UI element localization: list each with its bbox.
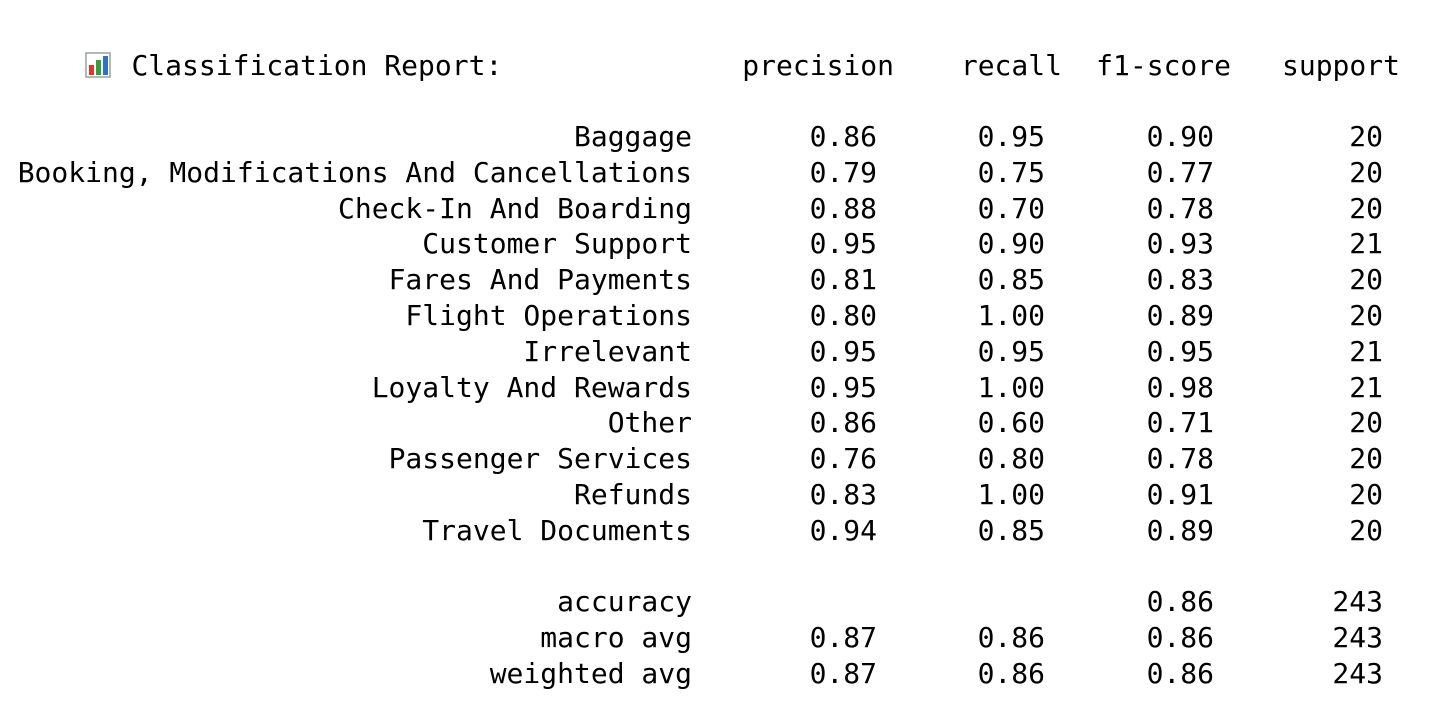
row-label: Travel Documents	[422, 513, 692, 547]
table-row: Refunds 0.83 1.00 0.91 20	[0, 477, 1444, 513]
f1-score-value: 0.78	[1146, 442, 1214, 476]
support-value: 20	[1349, 513, 1383, 547]
recall-value: 0.60	[977, 406, 1045, 440]
f1-score-value: 0.89	[1146, 299, 1214, 332]
f1-score-value: 0.95	[1146, 334, 1214, 368]
row-label: Passenger Services	[388, 442, 692, 476]
row-label: Loyalty And Rewards	[371, 370, 692, 404]
support-value: 20	[1349, 406, 1383, 440]
row-label: Other	[607, 406, 692, 440]
recall-value: 0.90	[977, 227, 1045, 261]
f1-score-value: 0.98	[1146, 370, 1214, 404]
header-f1-score: f1-score	[1096, 49, 1231, 82]
summary-row: weighted avg 0.87 0.86 0.86 243	[0, 656, 1444, 692]
f1-score-value: 0.86	[1146, 585, 1214, 618]
precision-value: 0.94	[809, 513, 877, 547]
table-row: Flight Operations 0.80 1.00 0.89 20	[0, 298, 1444, 334]
support-value: 20	[1349, 442, 1383, 476]
precision-value: 0.95	[809, 370, 877, 404]
recall-value: 0.86	[977, 656, 1045, 690]
row-label: Customer Support	[422, 227, 692, 261]
recall-value: 0.85	[977, 513, 1045, 547]
row-label: Booking, Modifications And Cancellations	[17, 155, 692, 189]
table-row: Passenger Services 0.76 0.80 0.78 20	[0, 441, 1444, 477]
row-label: weighted avg	[489, 656, 692, 690]
precision-value: 0.87	[809, 656, 877, 690]
f1-score-value: 0.89	[1146, 513, 1214, 547]
precision-value: 0.83	[809, 478, 877, 511]
f1-score-value: 0.86	[1146, 656, 1214, 690]
row-label: Irrelevant	[523, 334, 692, 368]
header-precision: precision	[742, 49, 894, 82]
support-value: 243	[1332, 585, 1383, 618]
support-value: 243	[1332, 620, 1383, 654]
table-row: Fares And Payments 0.81 0.85 0.83 20	[0, 262, 1444, 298]
recall-value: 1.00	[977, 478, 1045, 511]
row-label: Refunds	[573, 478, 692, 511]
summary-row: accuracy 0.86 243	[0, 584, 1444, 620]
precision-value: 0.95	[809, 227, 877, 261]
recall-value: 1.00	[977, 370, 1045, 404]
table-row: Loyalty And Rewards 0.95 1.00 0.98 21	[0, 370, 1444, 406]
f1-score-value: 0.77	[1146, 155, 1214, 189]
report-title: Classification Report:	[131, 49, 503, 82]
recall-value: 0.85	[977, 263, 1045, 297]
support-value: 21	[1349, 370, 1383, 404]
bar-chart-icon	[85, 52, 112, 78]
row-label: accuracy	[557, 585, 692, 618]
table-row: Irrelevant 0.95 0.95 0.95 21	[0, 334, 1444, 370]
recall-value: 0.75	[977, 155, 1045, 189]
f1-score-value: 0.90	[1146, 120, 1214, 153]
support-value: 243	[1332, 656, 1383, 690]
table-row: Other 0.86 0.60 0.71 20	[0, 405, 1444, 441]
support-value: 20	[1349, 299, 1383, 332]
precision-value: 0.76	[809, 442, 877, 476]
row-label: Flight Operations	[405, 299, 692, 332]
table-row: Check-In And Boarding 0.88 0.70 0.78 20	[0, 191, 1444, 227]
table-row: Booking, Modifications And Cancellations…	[0, 155, 1444, 191]
recall-value: 1.00	[977, 299, 1045, 332]
header-support: support	[1281, 49, 1400, 82]
support-value: 21	[1349, 334, 1383, 368]
summary-row: macro avg 0.87 0.86 0.86 243	[0, 620, 1444, 656]
recall-value: 0.70	[977, 191, 1045, 225]
support-value: 20	[1349, 155, 1383, 189]
table-row: Customer Support 0.95 0.90 0.93 21	[0, 226, 1444, 262]
recall-value: 0.95	[977, 334, 1045, 368]
recall-value: 0.80	[977, 442, 1045, 476]
f1-score-value: 0.83	[1146, 263, 1214, 297]
recall-value: 0.95	[977, 120, 1045, 153]
row-label: macro avg	[540, 620, 692, 654]
support-value: 20	[1349, 191, 1383, 225]
recall-value: 0.86	[977, 620, 1045, 654]
precision-value: 0.80	[809, 299, 877, 332]
f1-score-value: 0.78	[1146, 191, 1214, 225]
table-row: Baggage 0.86 0.95 0.90 20	[0, 119, 1444, 155]
f1-score-value: 0.71	[1146, 406, 1214, 440]
row-label: Baggage	[573, 120, 692, 153]
support-value: 20	[1349, 120, 1383, 153]
precision-value: 0.86	[809, 120, 877, 153]
support-value: 20	[1349, 478, 1383, 511]
support-value: 21	[1349, 227, 1383, 261]
precision-value: 0.86	[809, 406, 877, 440]
row-label: Check-In And Boarding	[337, 191, 692, 225]
f1-score-value: 0.91	[1146, 478, 1214, 511]
row-label: Fares And Payments	[388, 263, 692, 297]
report-title-line: Classification Report:	[18, 12, 502, 82]
precision-value: 0.87	[809, 620, 877, 654]
precision-value: 0.95	[809, 334, 877, 368]
precision-value: 0.81	[809, 263, 877, 297]
header-row: precision recall f1-score support	[0, 48, 1444, 84]
precision-value: 0.79	[809, 155, 877, 189]
header-recall: recall	[960, 49, 1062, 82]
precision-value: 0.88	[809, 191, 877, 225]
support-value: 20	[1349, 263, 1383, 297]
f1-score-value: 0.93	[1146, 227, 1214, 261]
table-row: Travel Documents 0.94 0.85 0.89 20	[0, 513, 1444, 549]
f1-score-value: 0.86	[1146, 620, 1214, 654]
